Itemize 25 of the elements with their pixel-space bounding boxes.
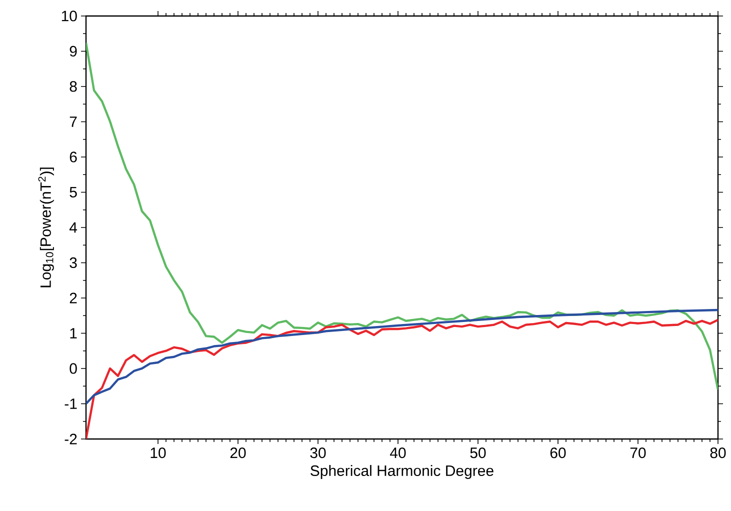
y-tick-label: 5	[70, 187, 77, 198]
y-tick-label: 1	[70, 328, 77, 338]
x-tick-label: 20	[230, 448, 246, 458]
y-tick-label: 0	[70, 363, 77, 374]
y-tick-label: 8	[70, 81, 77, 92]
y-tick-label: -2	[64, 434, 77, 444]
y-tick-label: 7	[70, 116, 77, 127]
x-tick-label: 30	[310, 448, 326, 458]
x-tick-label: 50	[470, 448, 486, 458]
y-tick-label: -1	[64, 398, 77, 409]
x-tick-label: 10	[150, 448, 166, 458]
line-series	[86, 42, 718, 391]
x-tick-label: 60	[550, 448, 566, 458]
x-tick-label: 40	[390, 448, 406, 458]
y-tick-label: 3	[70, 257, 77, 268]
y-tick-label: 2	[70, 292, 77, 304]
y-tick-label: 9	[70, 46, 77, 57]
x-axis-title: Spherical Harmonic Degree	[310, 465, 494, 479]
y-tick-label: 4	[69, 222, 78, 233]
x-tick-label: 80	[710, 448, 726, 458]
x-tick-label: 70	[630, 448, 646, 458]
y-tick-label: 10	[62, 10, 77, 22]
line-series	[86, 318, 718, 439]
y-tick-label: 6	[70, 152, 77, 162]
y-axis-title: Log$_{10}$[Power(nT$^{2}$)]	[38, 168, 54, 288]
